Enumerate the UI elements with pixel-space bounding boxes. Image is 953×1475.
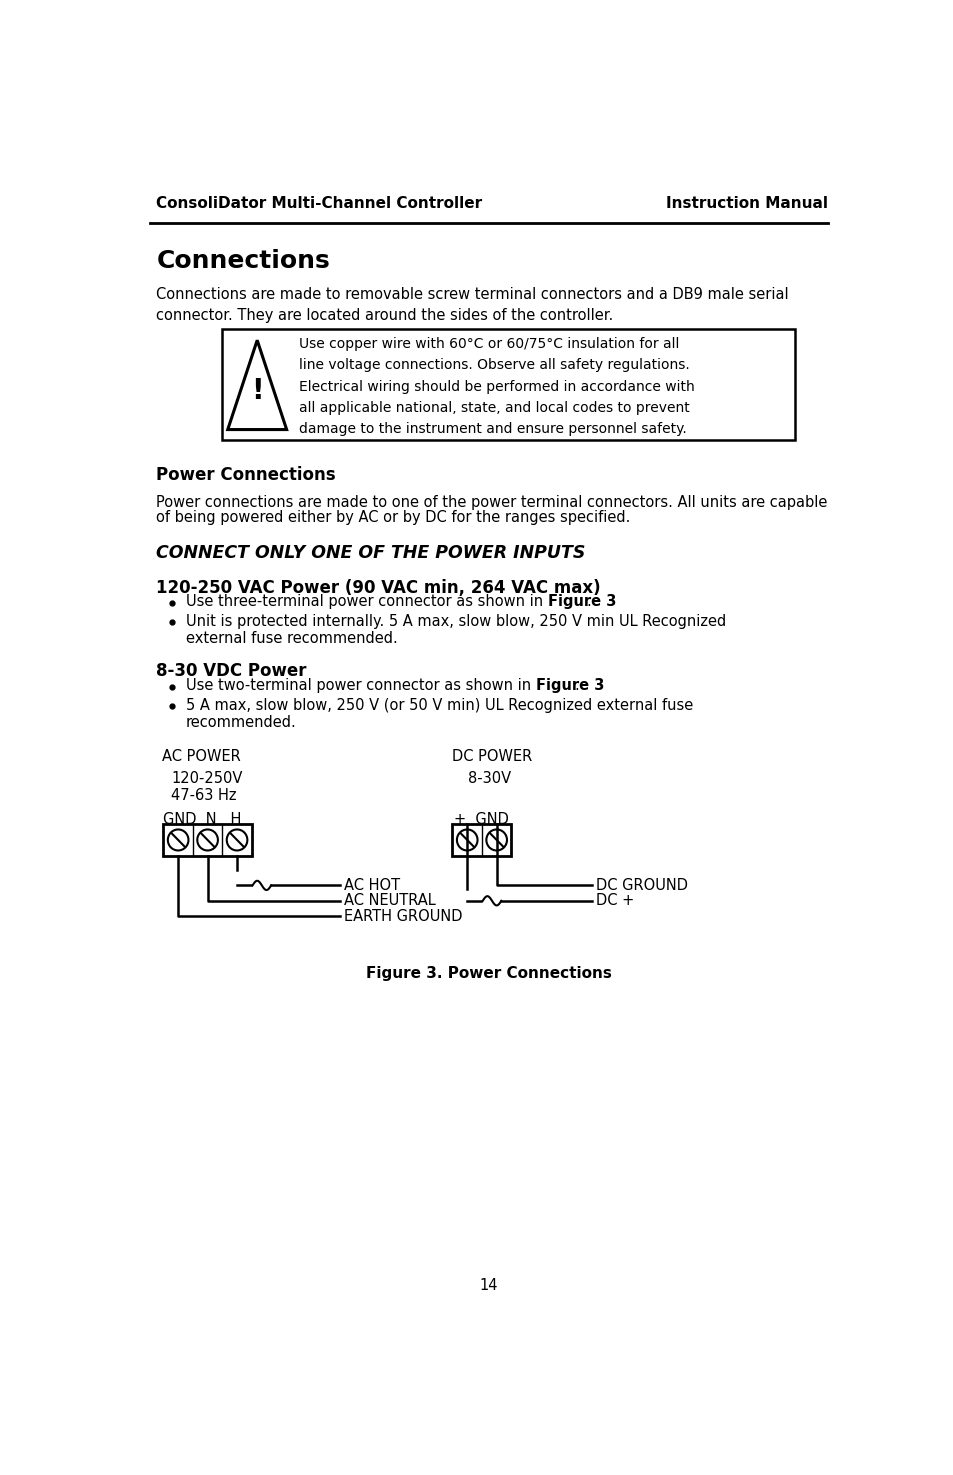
Text: Figure 3: Figure 3 <box>547 594 616 609</box>
Bar <box>222 329 794 441</box>
Text: Connections are made to removable screw terminal connectors and a DB9 male seria: Connections are made to removable screw … <box>156 288 788 323</box>
Text: DC +: DC + <box>596 894 634 909</box>
Text: Instruction Manual: Instruction Manual <box>665 196 827 211</box>
Text: Power Connections: Power Connections <box>156 466 335 484</box>
Text: Electrical wiring should be performed in accordance with: Electrical wiring should be performed in… <box>298 379 694 394</box>
Text: 8-30V: 8-30V <box>468 770 511 786</box>
Text: external fuse recommended.: external fuse recommended. <box>186 631 397 646</box>
Text: DC GROUND: DC GROUND <box>596 878 687 892</box>
Bar <box>163 825 252 856</box>
Text: 120-250V: 120-250V <box>171 770 242 786</box>
Text: line voltage connections. Observe all safety regulations.: line voltage connections. Observe all sa… <box>298 358 689 372</box>
Text: AC HOT: AC HOT <box>344 878 399 892</box>
Text: EARTH GROUND: EARTH GROUND <box>344 909 462 923</box>
Text: Use two-terminal power connector as shown in: Use two-terminal power connector as show… <box>186 678 535 693</box>
Text: .: . <box>574 678 578 693</box>
Text: of being powered either by AC or by DC for the ranges specified.: of being powered either by AC or by DC f… <box>156 510 630 525</box>
Text: Unit is protected internally. 5 A max, slow blow, 250 V min UL Recognized: Unit is protected internally. 5 A max, s… <box>186 614 725 628</box>
Text: !: ! <box>251 378 263 406</box>
Text: .: . <box>586 594 591 609</box>
Text: 5 A max, slow blow, 250 V (or 50 V min) UL Recognized external fuse: 5 A max, slow blow, 250 V (or 50 V min) … <box>186 698 693 712</box>
Text: AC POWER: AC POWER <box>162 749 240 764</box>
Text: Figure 3: Figure 3 <box>535 678 603 693</box>
Text: DC POWER: DC POWER <box>452 749 532 764</box>
Text: Use three-terminal power connector as shown in: Use three-terminal power connector as sh… <box>186 594 547 609</box>
Text: Power connections are made to one of the power terminal connectors. All units ar: Power connections are made to one of the… <box>156 496 827 510</box>
Text: Use copper wire with 60°C or 60/75°C insulation for all: Use copper wire with 60°C or 60/75°C ins… <box>298 338 679 351</box>
Text: damage to the instrument and ensure personnel safety.: damage to the instrument and ensure pers… <box>298 422 686 435</box>
Text: AC NEUTRAL: AC NEUTRAL <box>344 894 436 909</box>
Text: +  GND: + GND <box>454 813 508 827</box>
Text: Figure 3. Power Connections: Figure 3. Power Connections <box>366 966 611 981</box>
Text: all applicable national, state, and local codes to prevent: all applicable national, state, and loca… <box>298 401 689 414</box>
Text: recommended.: recommended. <box>186 715 296 730</box>
Text: 14: 14 <box>479 1279 497 1294</box>
Text: 120-250 VAC Power (90 VAC min, 264 VAC max): 120-250 VAC Power (90 VAC min, 264 VAC m… <box>156 580 600 597</box>
Text: ConsoliDator Multi-Channel Controller: ConsoliDator Multi-Channel Controller <box>156 196 482 211</box>
Text: GND  N   H: GND N H <box>163 813 241 827</box>
Text: CONNECT ONLY ONE OF THE POWER INPUTS: CONNECT ONLY ONE OF THE POWER INPUTS <box>156 543 585 562</box>
Text: 8-30 VDC Power: 8-30 VDC Power <box>156 662 307 680</box>
Bar <box>452 825 511 856</box>
Text: Connections: Connections <box>156 249 330 273</box>
Text: 47-63 Hz: 47-63 Hz <box>171 788 236 802</box>
